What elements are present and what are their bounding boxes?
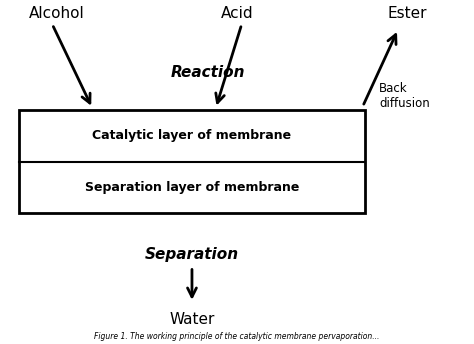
Text: Water: Water xyxy=(169,312,215,327)
Text: Separation layer of membrane: Separation layer of membrane xyxy=(85,181,299,194)
Bar xyxy=(19,110,365,213)
Text: Figure 1. The working principle of the catalytic membrane pervaporation...: Figure 1. The working principle of the c… xyxy=(94,332,380,341)
Text: Catalytic layer of membrane: Catalytic layer of membrane xyxy=(92,129,292,142)
Text: Alcohol: Alcohol xyxy=(29,6,85,21)
Text: Reaction: Reaction xyxy=(171,65,245,80)
Text: Back
diffusion: Back diffusion xyxy=(379,82,430,110)
Text: Acid: Acid xyxy=(221,6,253,21)
Text: Ester: Ester xyxy=(388,6,428,21)
Text: Separation: Separation xyxy=(145,247,239,262)
